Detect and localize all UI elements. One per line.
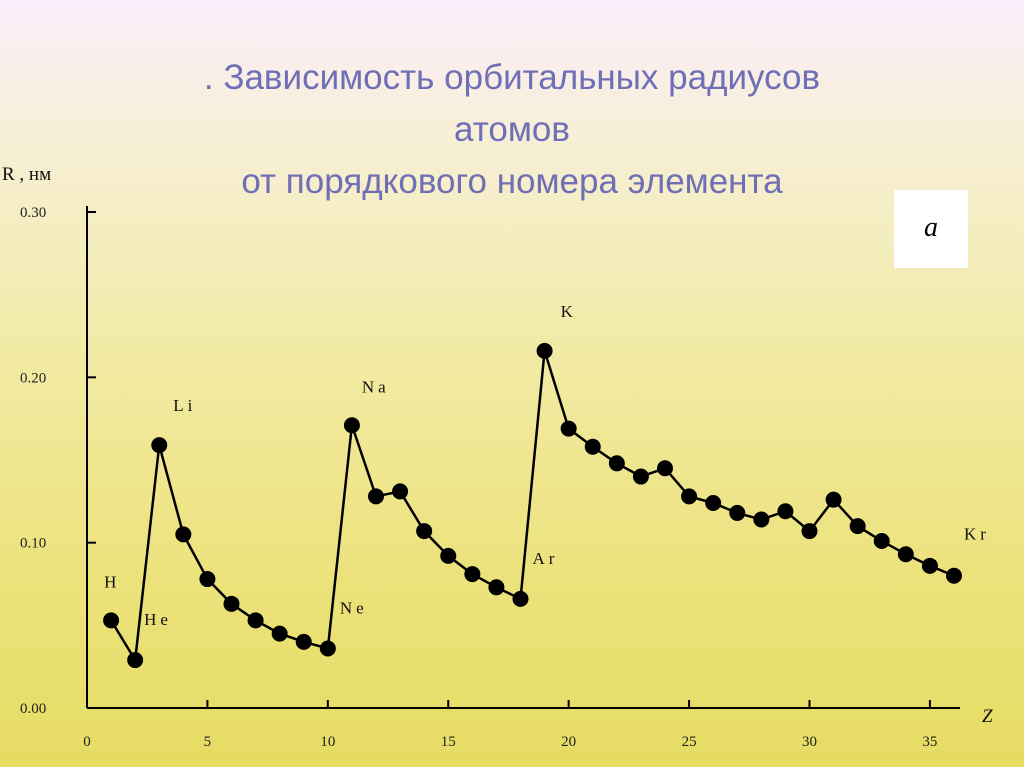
data-point (801, 523, 818, 540)
data-point (416, 523, 433, 540)
y-axis-title: R , нм (2, 164, 51, 185)
title-line-3: от порядкового номера элемента (241, 162, 783, 201)
data-point (392, 483, 409, 500)
x-tick-label: 0 (83, 734, 91, 750)
x-tick-label: 20 (561, 734, 576, 750)
x-tick-label: 30 (802, 734, 817, 750)
data-point (151, 437, 168, 454)
y-tick-label: 0.10 (20, 536, 46, 552)
axes: R , нм Z (2, 164, 993, 727)
data-point (464, 566, 481, 583)
data-point (777, 503, 794, 520)
data-point (271, 625, 288, 642)
data-point (440, 547, 457, 564)
element-label-k: K (561, 302, 577, 321)
element-label-li: Li (173, 396, 196, 415)
data-point (897, 546, 914, 563)
data-point (632, 468, 649, 485)
data-point (681, 488, 698, 505)
data-point (657, 460, 673, 477)
data-point (921, 557, 938, 574)
data-point (368, 488, 384, 505)
series (103, 342, 962, 669)
panel-label-box: a (894, 190, 968, 268)
y-tick-label: 0.30 (20, 205, 46, 221)
element-label-ne: Ne (340, 598, 368, 617)
series-line (110, 349, 955, 662)
data-point (873, 533, 890, 550)
data-point (199, 571, 216, 588)
element-label-ar: Ar (533, 549, 559, 568)
x-tick-label: 10 (320, 734, 335, 750)
data-point (295, 633, 312, 650)
data-point (343, 417, 360, 434)
y-tick-label: 0.20 (20, 370, 46, 386)
element-label-h: H (104, 572, 120, 591)
y-tick-label: 0.00 (20, 701, 46, 717)
data-point (175, 526, 192, 543)
x-axis-title: Z (982, 706, 993, 727)
data-point (849, 518, 866, 535)
data-point (705, 494, 722, 511)
data-point (729, 504, 746, 521)
chart-title: . Зависимость орбитальных радиусов атомо… (0, 52, 1024, 208)
data-point (536, 342, 553, 359)
x-tick-label: 5 (204, 734, 212, 750)
x-tick-label: 35 (922, 734, 937, 750)
data-point (127, 652, 144, 669)
data-point (103, 612, 120, 629)
x-tick-label: 25 (682, 734, 697, 750)
x-tick-label: 15 (441, 734, 456, 750)
data-point (223, 595, 240, 612)
element-labels: H He Li Ne Na Ar K Kr (104, 302, 990, 629)
element-label-kr: Kr (964, 525, 990, 544)
data-point (319, 640, 336, 657)
title-line-2: атомов (454, 110, 570, 149)
element-label-na: Na (362, 377, 390, 396)
ticks: 0.00 0.10 0.20 0.30 0 5 10 15 20 25 30 35 (20, 205, 937, 750)
data-point (512, 590, 529, 607)
data-point (608, 455, 625, 472)
panel-label: a (924, 212, 938, 243)
data-point (825, 491, 842, 508)
data-point (753, 511, 770, 528)
data-point (247, 612, 264, 629)
data-point (560, 420, 577, 437)
element-label-he: He (144, 610, 172, 629)
title-line-1: . Зависимость орбитальных радиусов (203, 58, 821, 97)
data-point (488, 579, 505, 596)
data-point (584, 438, 601, 455)
data-point (946, 567, 962, 584)
